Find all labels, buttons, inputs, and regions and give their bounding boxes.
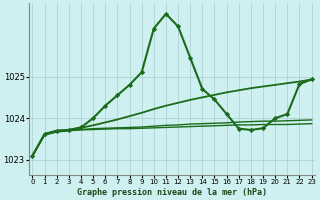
X-axis label: Graphe pression niveau de la mer (hPa): Graphe pression niveau de la mer (hPa): [77, 188, 267, 197]
